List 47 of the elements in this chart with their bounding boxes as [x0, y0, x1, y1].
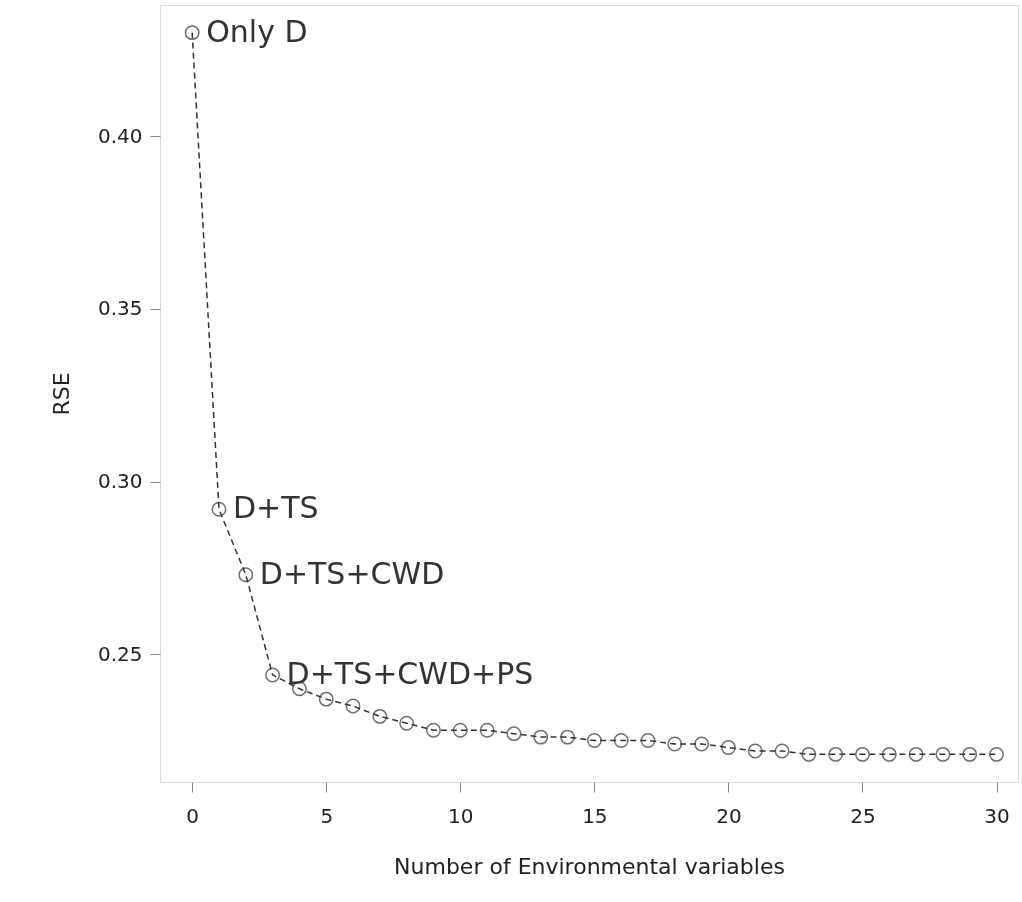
point: [694, 736, 710, 752]
x-tick-label: 10: [448, 803, 474, 828]
point: [962, 746, 978, 762]
point: [265, 667, 281, 683]
annotation: D+TS+CWD+PS: [286, 655, 534, 691]
point: [881, 746, 897, 762]
point: [560, 729, 576, 745]
point: [613, 733, 629, 748]
point: [345, 698, 361, 714]
annotation: D+TS+CWD: [259, 555, 445, 591]
annotation: Only D: [206, 13, 308, 49]
point: [426, 722, 441, 738]
point: [372, 708, 388, 724]
x-tick-label: 30: [984, 803, 1010, 828]
point: [452, 722, 468, 738]
y-tick-label: 0.25: [97, 641, 143, 666]
y-tick-label: 0.35: [97, 296, 143, 321]
x-tick-label: 15: [582, 803, 608, 828]
point: [989, 746, 1005, 762]
point: [801, 746, 817, 762]
point: [533, 729, 549, 745]
y-axis-title: RSE: [48, 372, 74, 416]
y-tick-label: 0.40: [97, 123, 143, 148]
x-tick-label: 25: [850, 803, 876, 828]
annotation: D+TS: [232, 490, 319, 526]
point: [747, 743, 763, 759]
point: [211, 501, 227, 517]
point: [828, 746, 844, 762]
point: [586, 733, 602, 748]
point: [720, 740, 736, 755]
point: [184, 25, 200, 41]
x-axis-title: Number of Environmental variables: [394, 853, 785, 879]
point: [318, 691, 334, 707]
point: [238, 567, 254, 583]
point: [399, 715, 415, 731]
x-tick-label: 0: [186, 803, 200, 828]
point: [667, 736, 683, 752]
point: [935, 746, 951, 762]
point: [640, 733, 656, 748]
point: [774, 743, 790, 759]
x-tick-label: 20: [716, 803, 742, 828]
point: [506, 726, 522, 742]
point: [908, 746, 924, 762]
y-tick-label: 0.30: [97, 469, 143, 494]
point: [855, 746, 870, 762]
x-tick-label: 5: [320, 803, 334, 828]
point: [479, 722, 495, 738]
